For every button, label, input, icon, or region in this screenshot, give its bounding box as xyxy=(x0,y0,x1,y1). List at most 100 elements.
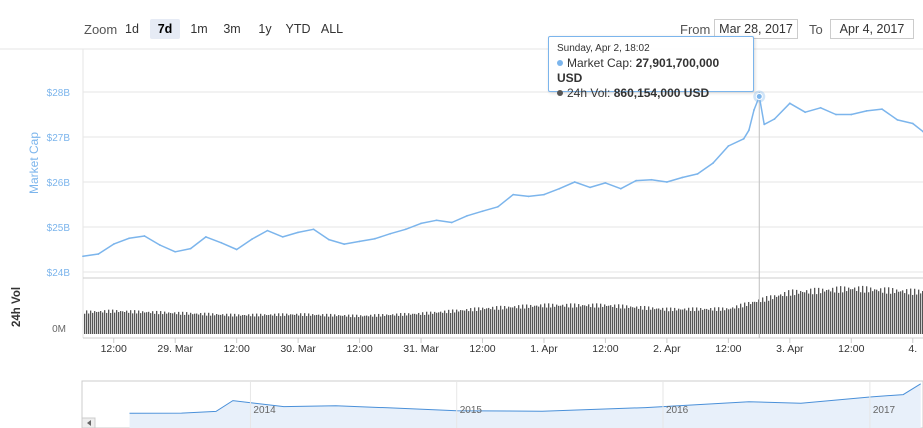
volume-bar xyxy=(628,307,630,334)
volume-bar xyxy=(238,314,240,334)
zoom-button-1y[interactable]: 1y xyxy=(258,22,272,36)
volume-bar xyxy=(474,307,476,334)
volume-bar xyxy=(126,310,128,334)
market-cap-point xyxy=(763,123,766,126)
volume-bar xyxy=(376,316,378,334)
market-cap-point xyxy=(727,145,730,147)
volume-bar xyxy=(824,291,826,334)
market-cap-point xyxy=(82,255,84,258)
volume-bar xyxy=(156,310,158,334)
market-cap-point xyxy=(251,238,253,241)
volume-bar xyxy=(222,314,224,334)
zoom-button-1m[interactable]: 1m xyxy=(190,22,208,36)
volume-bar xyxy=(802,291,804,334)
volume-bar xyxy=(360,315,362,334)
volume-bar xyxy=(620,308,622,334)
volume-bar xyxy=(510,307,512,334)
volume-bar xyxy=(542,307,544,334)
volume-bar xyxy=(90,310,92,334)
volume-bar xyxy=(696,307,698,334)
volume-bar xyxy=(434,311,436,334)
volume-bar xyxy=(730,308,732,334)
volume-bar xyxy=(656,308,658,334)
volume-bar xyxy=(570,303,572,334)
volume-bar xyxy=(854,287,856,334)
zoom-button-1d[interactable]: 1d xyxy=(125,22,139,36)
volume-bar xyxy=(596,303,598,334)
volume-bar xyxy=(370,314,372,334)
volume-bar xyxy=(630,306,632,334)
tooltip-market-cap-label: Market Cap: xyxy=(567,56,633,70)
volume-bar xyxy=(742,307,744,334)
volume-bar xyxy=(762,297,764,334)
market-cap-point xyxy=(666,181,668,183)
volume-bar xyxy=(466,309,468,334)
x-tick-label: 12:00 xyxy=(224,343,250,355)
market-cap-point xyxy=(404,228,407,231)
volume-bar xyxy=(400,313,402,334)
market-cap-point xyxy=(681,176,684,179)
zoom-label: Zoom xyxy=(84,22,118,37)
volume-bar xyxy=(456,309,458,334)
zoom-button-7d[interactable]: 7d xyxy=(150,19,180,39)
market-cap-point xyxy=(112,243,115,246)
volume-bar xyxy=(208,312,210,334)
market-cap-point xyxy=(389,232,392,235)
volume-bar xyxy=(354,317,356,334)
market-cap-point xyxy=(712,162,714,165)
market-cap-point xyxy=(450,221,453,224)
volume-bar xyxy=(388,315,390,334)
volume-bar xyxy=(900,291,902,334)
volume-bar xyxy=(874,289,876,334)
volume-bar xyxy=(98,311,100,334)
market-cap-point xyxy=(747,129,750,132)
volume-bar xyxy=(402,315,404,334)
volume-bar xyxy=(726,308,728,334)
volume-bar xyxy=(914,288,916,334)
tooltip-volume-row: 24h Vol: 860,154,000 USD xyxy=(557,86,745,101)
market-cap-point xyxy=(420,222,422,225)
volume-bar xyxy=(526,304,528,334)
volume-bar xyxy=(888,287,890,334)
market-cap-point xyxy=(97,253,100,255)
volume-bar xyxy=(882,292,884,334)
zoom-button-3m[interactable]: 3m xyxy=(223,22,241,36)
zoom-button-ytd[interactable]: YTD xyxy=(285,22,311,36)
volume-bar xyxy=(224,315,226,334)
market-cap-point xyxy=(543,193,545,196)
volume-bar xyxy=(330,313,332,334)
volume-bar xyxy=(136,313,138,334)
volume-bar xyxy=(308,313,310,334)
market-cap-point xyxy=(358,240,361,243)
volume-bar xyxy=(356,314,358,334)
volume-bar xyxy=(358,317,360,334)
volume-bar xyxy=(890,293,892,334)
to-date-input[interactable] xyxy=(830,19,914,39)
zoom-button-all[interactable]: ALL xyxy=(320,22,344,36)
x-tick-label: 12:00 xyxy=(346,343,372,355)
volume-bar xyxy=(582,305,584,334)
x-tick-label: 1. Apr xyxy=(530,343,558,355)
volume-bar xyxy=(342,315,344,334)
volume-bar xyxy=(676,310,678,334)
volume-bar xyxy=(104,310,106,334)
volume-bar xyxy=(278,313,280,334)
volume-bar xyxy=(430,311,432,334)
volume-bar xyxy=(530,304,532,334)
volume-bar xyxy=(284,315,286,334)
volume-bar xyxy=(288,315,290,334)
volume-bar xyxy=(442,312,444,334)
y-tick-label: $24B xyxy=(47,268,71,279)
volume-bar xyxy=(118,312,120,334)
volume-bar xyxy=(490,309,492,334)
volume-bar xyxy=(182,311,184,334)
volume-bar xyxy=(652,307,654,334)
volume-bar xyxy=(198,314,200,334)
volume-bar xyxy=(346,316,348,334)
volume-bar xyxy=(332,316,334,334)
volume-bar xyxy=(610,305,612,334)
volume-bar xyxy=(406,315,408,334)
volume-bar xyxy=(892,288,894,334)
from-date-input[interactable] xyxy=(714,19,798,39)
volume-bar xyxy=(394,315,396,334)
